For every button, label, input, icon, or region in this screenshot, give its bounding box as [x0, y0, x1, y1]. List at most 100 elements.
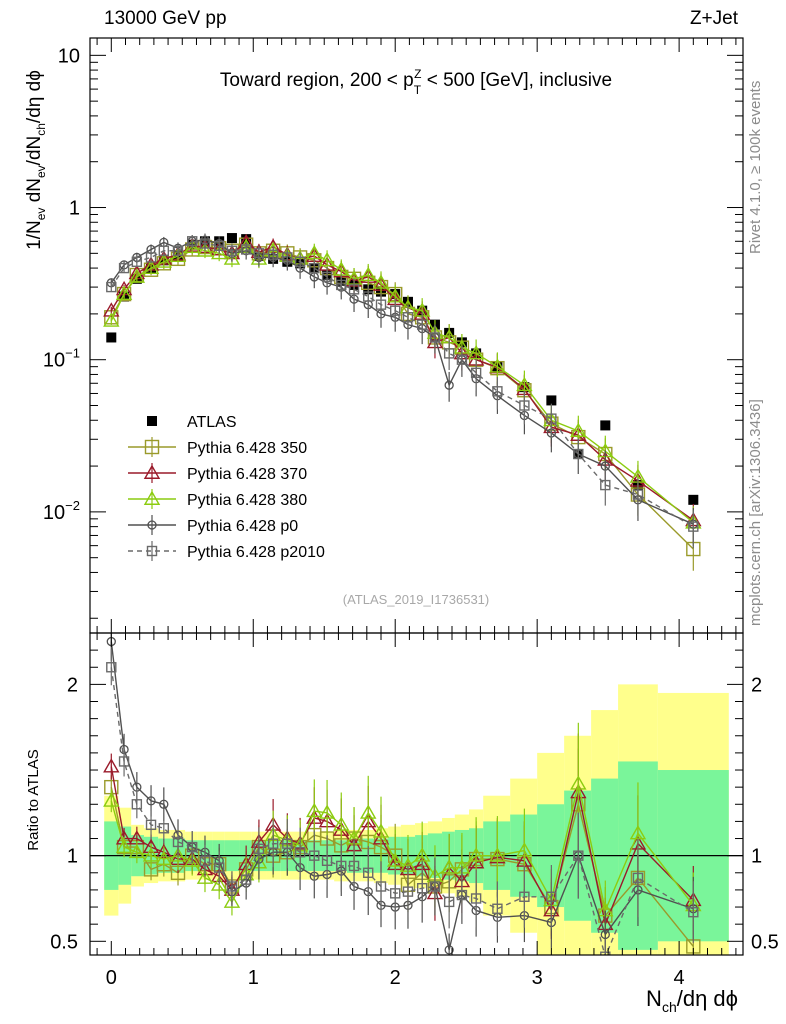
y-tick-label: 1	[69, 198, 80, 220]
series-marker-p2010	[600, 479, 611, 491]
series-marker-p2010	[294, 256, 306, 267]
series-marker-p2010	[282, 252, 293, 263]
x-axis-label: Nch/dη dϕ	[646, 986, 738, 1015]
y-tick-label: 10−1	[43, 346, 80, 372]
series-marker-p380	[489, 358, 506, 373]
series-marker-p380	[184, 852, 201, 867]
series-marker-p2010	[363, 867, 374, 878]
series-marker-p2010	[187, 841, 198, 853]
series-marker-p350	[144, 439, 160, 455]
series-marker-p2010	[321, 855, 333, 866]
x-tick-label: 2	[390, 967, 401, 989]
series-marker-p2010	[253, 248, 265, 259]
series-marker-p2010	[267, 838, 279, 849]
legend-label: Pythia 6.428 350	[187, 440, 307, 457]
series-marker-p380	[333, 816, 350, 831]
series-marker-p2010	[363, 291, 374, 302]
series-marker-p2010	[492, 386, 503, 397]
series-marker-p2010	[145, 819, 157, 831]
series-marker-p380	[516, 376, 533, 392]
series-marker-p2010	[158, 245, 170, 256]
series-marker-p2010	[573, 448, 584, 460]
series-marker-p2010	[492, 903, 503, 914]
y-axis-label: 1/Nev dNev/dNch/dη dϕ	[24, 70, 48, 250]
series-marker-p380	[318, 804, 336, 819]
energy-label: 13000 GeV pp	[104, 8, 227, 29]
title-sup: Z	[414, 67, 421, 81]
series-marker-p380	[516, 842, 533, 857]
legend: ATLAS Pythia 6.428 350 Pythia 6.428 370 Pyt…	[128, 414, 325, 561]
series-marker-p2010	[187, 236, 198, 247]
title-post: < 500 [GeV], inclusive	[421, 70, 612, 91]
legend-entry-p2010: Pythia 6.428 p2010	[128, 541, 325, 561]
series-marker-p370	[103, 758, 120, 773]
series-marker-p2010	[402, 312, 414, 323]
ratio-series	[103, 633, 702, 955]
ratio-y-tick-label-right: 1	[751, 846, 762, 868]
series-marker-p2010	[456, 889, 468, 901]
series-marker-p2010	[443, 348, 455, 359]
data-point-atlas	[546, 395, 557, 406]
legend-entry-p380: Pythia 6.428 380	[128, 489, 307, 509]
series-marker-p2010	[456, 354, 468, 365]
rivet-version-label: Rivet 4.1.0, ≥ 100k events	[747, 81, 764, 254]
series-marker-p2010	[519, 891, 530, 902]
series-marker-p0	[159, 799, 169, 809]
series-marker-p380	[210, 876, 228, 891]
x-tick-label: 3	[532, 967, 543, 989]
series-marker-p2010	[416, 883, 428, 894]
series-marker-p380	[142, 847, 160, 862]
series-marker-p370	[103, 302, 120, 317]
ratio-y-tick-label-right: 2	[751, 674, 762, 696]
series-marker-p380	[142, 259, 160, 275]
series-marker-p2010	[145, 252, 157, 263]
series-p2010	[106, 235, 699, 549]
series-marker-p2010	[106, 281, 117, 293]
series-marker-p2010	[226, 245, 238, 256]
title-pre: Toward region, 200 < p	[220, 70, 414, 91]
series-marker-p2010	[375, 299, 387, 310]
series-marker-p2010	[519, 400, 530, 411]
series-marker-p2010	[416, 319, 428, 330]
series-marker-p380	[128, 268, 146, 283]
series-marker-p380	[210, 244, 228, 260]
series-marker-p2010	[118, 262, 130, 274]
series-marker-p380	[467, 847, 485, 862]
data-point-atlas	[600, 420, 611, 431]
legend-label: Pythia 6.428 380	[187, 492, 307, 509]
series-marker-p2010	[282, 838, 293, 849]
series-marker-p2010	[158, 823, 170, 834]
series-marker-p0	[444, 945, 454, 955]
series-marker-p2010	[632, 872, 644, 884]
series-marker-p2010	[240, 244, 252, 255]
series-marker-p380	[467, 344, 485, 360]
series-marker-p380	[360, 804, 377, 819]
series-marker-p2010	[267, 249, 279, 260]
series-marker-p2010	[688, 906, 699, 918]
series-marker-p2010	[131, 799, 143, 810]
data-point-atlas	[106, 332, 117, 343]
y-tick-label: 10	[58, 45, 80, 67]
legend-label: ATLAS	[187, 414, 237, 431]
x-tick-label: 4	[674, 967, 685, 989]
series-marker-p2010	[131, 256, 143, 267]
process-label: Z+Jet	[690, 8, 739, 29]
series-marker-p2010	[294, 847, 306, 858]
axes: 0 1 2 3 4 10−2 10−1 1 10 0.5 0.5 1 1 2 2	[43, 38, 779, 989]
series-marker-p2010	[336, 279, 347, 291]
series-marker-p2010	[336, 860, 347, 872]
series-marker-p380	[387, 852, 404, 867]
series-marker-p380	[155, 850, 173, 866]
series-marker-p380	[489, 847, 506, 862]
series-marker-p2010	[321, 271, 333, 283]
series-marker-p380	[629, 824, 647, 840]
series-marker-p2010	[213, 240, 225, 252]
series-marker-p380	[372, 274, 390, 289]
ratio-plot-frame	[89, 632, 744, 956]
series-marker-p380	[360, 266, 377, 281]
data-point-atlas	[147, 416, 157, 426]
series-marker-p380	[196, 869, 214, 884]
legend-label: Pythia 6.428 p2010	[187, 544, 325, 561]
series-marker-p380	[128, 843, 146, 859]
